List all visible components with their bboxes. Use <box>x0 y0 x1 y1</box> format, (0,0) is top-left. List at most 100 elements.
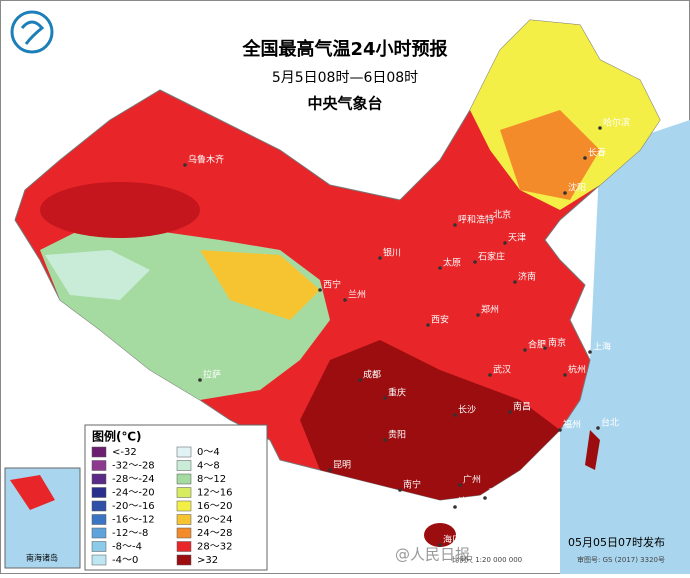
city-label: 郑州 <box>481 304 499 316</box>
watermark: @人民日报 <box>395 546 470 564</box>
city-label: 长沙 <box>458 404 476 416</box>
city-label: 拉萨 <box>203 369 221 381</box>
city-dot <box>523 348 527 352</box>
city-dot <box>458 483 462 487</box>
city-label: 合肥 <box>528 339 546 351</box>
legend-label: 8～12 <box>197 474 226 485</box>
city-label: 台北 <box>601 417 619 429</box>
inset-land <box>10 475 55 510</box>
tarim-hot <box>40 182 200 238</box>
city-label: 贵阳 <box>388 429 406 441</box>
legend-label: -8～-4 <box>112 542 142 553</box>
legend-label: 12～16 <box>197 488 232 499</box>
city-label: 武汉 <box>493 364 511 376</box>
city-label: 南昌 <box>513 401 531 413</box>
city-label: 福州 <box>563 419 581 431</box>
city-label: 香港 <box>488 487 506 499</box>
legend-title: 图例(℃) <box>92 429 142 444</box>
legend-label: -4～0 <box>112 555 138 566</box>
legend-label: 24～28 <box>197 528 232 539</box>
city-label: 成都 <box>363 369 381 381</box>
legend-label: 20～24 <box>197 515 232 526</box>
city-label: 重庆 <box>388 387 406 399</box>
city-label: 乌鲁木齐 <box>188 154 224 166</box>
scale: 比例尺 1:20 000 000 <box>452 555 522 564</box>
city-label: 西安 <box>431 314 449 326</box>
legend-swatch <box>91 460 107 471</box>
city-dot <box>513 280 517 284</box>
city-dot <box>563 191 567 195</box>
legend-label: -16～-12 <box>112 515 155 526</box>
legend-swatch <box>91 446 107 458</box>
legend-label: <-32 <box>112 447 137 458</box>
legend-label: 0～4 <box>197 447 220 458</box>
city-label: 济南 <box>518 271 536 283</box>
city-dot <box>453 413 457 417</box>
legend-label: -12～-8 <box>112 528 148 539</box>
city-dot <box>563 373 567 377</box>
city-label: 呼和浩特 <box>458 214 494 226</box>
city-dot <box>453 223 457 227</box>
legend: <-32 -32～-28 -28～-24 -24～-20 -20～-16 -16～-12 -… <box>91 446 232 566</box>
map-number: 审图号: GS (2017) 3320号 <box>577 555 665 564</box>
city-dot <box>598 126 602 130</box>
city-dot <box>596 426 600 430</box>
legend-swatch <box>91 473 107 485</box>
city-dot <box>488 373 492 377</box>
city-dot <box>343 298 347 302</box>
legend-swatch <box>91 541 107 552</box>
city-dot <box>583 156 587 160</box>
hainan <box>424 523 456 547</box>
city-dot <box>426 323 430 327</box>
city-label: 广州 <box>463 474 481 486</box>
city-dot <box>183 163 187 167</box>
city-label: 南宁 <box>403 479 421 491</box>
legend-label: 28～32 <box>197 542 232 553</box>
plateau-cool <box>45 250 150 300</box>
legend-swatch <box>176 541 192 552</box>
city-label: 哈尔滨 <box>603 117 630 129</box>
city-label: 沈阳 <box>568 182 586 194</box>
city-dot <box>198 378 202 382</box>
city-dot <box>488 218 492 222</box>
logo-mark <box>20 20 45 45</box>
city-label: 昆明 <box>333 460 351 471</box>
qaidam-zone <box>200 250 320 320</box>
legend-swatch <box>176 500 192 512</box>
legend-label: -32～-28 <box>112 461 155 472</box>
legend-label: >32 <box>197 555 218 566</box>
logo <box>10 10 54 54</box>
city-dot <box>398 488 402 492</box>
city-dot <box>473 260 477 264</box>
legend-swatch <box>176 554 192 566</box>
city-dot <box>453 505 457 509</box>
city-dot <box>476 313 480 317</box>
city-dot <box>543 346 547 350</box>
city-dot <box>318 288 322 292</box>
city-label: 海口 <box>443 534 461 546</box>
city-label: 银川 <box>383 247 401 259</box>
subtitle: 5月5日08时—6日08时 <box>272 70 418 86</box>
city-dot <box>383 438 387 442</box>
inset-label: 南海诸岛 <box>26 553 58 563</box>
city-label: 上海 <box>593 341 611 353</box>
city-dot <box>378 256 382 260</box>
city-dot <box>383 396 387 400</box>
legend-swatch <box>91 554 107 566</box>
legend-swatch <box>176 527 192 539</box>
legend-box <box>84 424 268 571</box>
city-label: 兰州 <box>348 289 366 301</box>
city-dot <box>588 350 592 354</box>
agency: 中央气象台 <box>307 95 382 113</box>
legend-swatch <box>176 514 192 525</box>
city-dot <box>328 468 332 472</box>
legend-swatch <box>91 487 107 498</box>
city-dot <box>358 378 362 382</box>
city-dot <box>438 543 442 547</box>
city-label: 石家庄 <box>478 251 505 263</box>
legend-label: 16～20 <box>197 501 232 512</box>
city-label: 太原 <box>443 257 461 269</box>
legend-label: -28～-24 <box>112 474 155 485</box>
